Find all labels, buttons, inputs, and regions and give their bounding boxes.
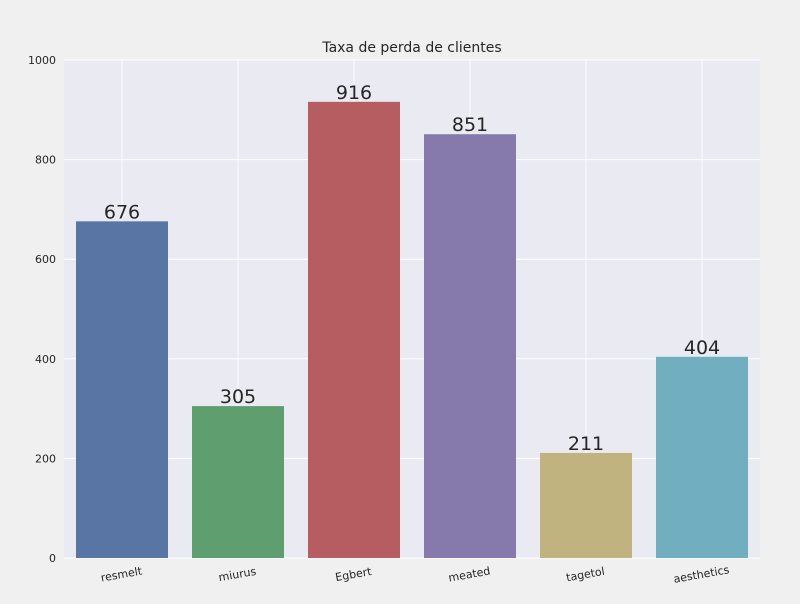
chart-title: Taxa de perda de clientes (321, 40, 501, 56)
x-tick-label: aesthetics (672, 563, 730, 586)
bar-value-label: 851 (452, 114, 488, 136)
x-tick-label: miurus (218, 565, 258, 584)
bar (308, 101, 400, 558)
y-tick-label: 1000 (28, 54, 56, 67)
y-axis-ticks: 0 200 400 600 800 1000 (28, 54, 56, 565)
y-tick-label: 600 (35, 253, 56, 266)
y-tick-label: 800 (35, 154, 56, 167)
y-tick-label: 0 (49, 552, 56, 565)
bar-value-label: 404 (684, 337, 720, 359)
bar-value-label: 211 (568, 433, 604, 455)
x-tick-label: tagetol (565, 565, 606, 585)
plot-background (64, 60, 760, 558)
y-tick-label: 200 (35, 452, 56, 465)
bar (192, 406, 284, 558)
bar-value-label: 916 (336, 82, 372, 104)
bar (424, 134, 516, 558)
bar (540, 452, 632, 558)
x-tick-label: Egbert (334, 565, 373, 584)
x-tick-label: resmelt (100, 564, 144, 584)
bars (76, 101, 748, 559)
bar-value-label: 676 (104, 201, 140, 223)
bar (656, 356, 748, 558)
data-labels: 676 305 916 851 211 404 (104, 82, 720, 455)
x-tick-label: meated (447, 564, 491, 584)
x-axis-ticks: resmelt miurus Egbert meated tagetol aestheti… (100, 563, 731, 586)
bar (76, 221, 168, 559)
y-tick-label: 400 (35, 353, 56, 366)
bar-value-label: 305 (220, 386, 256, 408)
